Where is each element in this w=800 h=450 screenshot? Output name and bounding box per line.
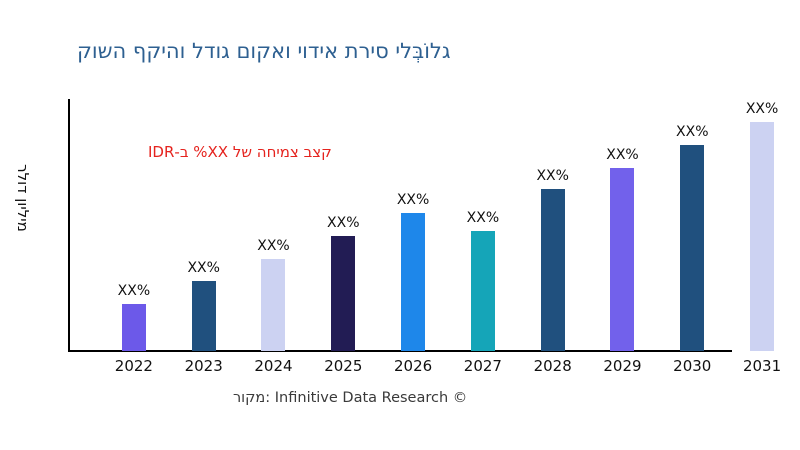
x-axis-spine: [68, 350, 732, 352]
bar-value-label: XX%: [187, 260, 220, 276]
growth-rate-annotation: קצב צמיחה של XX% ב-IDR: [148, 143, 332, 161]
bar-value-label: XX%: [745, 101, 779, 117]
bar-column-2028: XX% 2028: [518, 100, 588, 375]
y-axis-label-container: מיליון דולר: [6, 126, 40, 270]
bar-column-2025: XX% 2025: [308, 100, 378, 375]
bar-column-2022: XX% 2022: [99, 100, 169, 375]
bar-value-label: XX%: [466, 210, 500, 226]
y-axis-label: מיליון דולר: [14, 164, 33, 232]
bar-value-label: XX%: [327, 215, 360, 231]
bar-value-label: XX%: [257, 238, 290, 254]
bar-column-2023: XX% 2023: [169, 100, 239, 375]
bar-value-label: XX%: [396, 192, 430, 208]
bar-plot-area: XX% 2022 XX% 2023 XX% 2024 XX% 2025 XX% 2026 XX% 20…: [99, 100, 797, 375]
bar-value-label: XX%: [117, 283, 151, 299]
x-tick-label: 2028: [533, 357, 572, 375]
bar-2023: [191, 281, 216, 351]
bar-2024: [261, 259, 286, 351]
bar-column-2031: XX% 2031: [727, 100, 797, 375]
x-tick-label: 2024: [254, 357, 293, 375]
bar-2029: [610, 168, 635, 351]
bar-2028: [540, 189, 565, 351]
bar-column-2030: XX% 2030: [657, 100, 727, 375]
bar-2026: [401, 213, 426, 351]
bar-column-2024: XX% 2024: [239, 100, 309, 375]
x-tick-label: 2031: [742, 357, 782, 375]
bar-value-label: XX%: [536, 168, 569, 184]
bar-column-2026: XX% 2026: [378, 100, 448, 375]
bar-column-2027: XX% 2027: [448, 100, 518, 375]
x-tick-label: 2029: [603, 357, 642, 375]
x-tick-label: 2027: [463, 357, 502, 375]
bar-2027: [470, 231, 495, 351]
x-tick-label: 2030: [673, 357, 712, 375]
x-tick-label: 2023: [184, 357, 223, 375]
x-tick-label: 2025: [324, 357, 363, 375]
x-tick-label: 2022: [114, 357, 153, 375]
x-tick-label: 2026: [393, 357, 433, 375]
bar-2030: [680, 145, 705, 351]
bar-value-label: XX%: [606, 147, 639, 163]
y-axis-spine: [68, 99, 70, 352]
bar-2031: [750, 122, 775, 351]
bar-2022: [121, 304, 146, 351]
chart-title: גלוֹבְּלי סירת אידוי ואקום גודל והיקף הש…: [77, 39, 451, 63]
bar-value-label: XX%: [676, 124, 709, 140]
bar-2025: [331, 236, 356, 351]
source-credit: מקור: Infinitive Data Research ©: [233, 390, 468, 406]
bar-column-2029: XX% 2029: [588, 100, 658, 375]
